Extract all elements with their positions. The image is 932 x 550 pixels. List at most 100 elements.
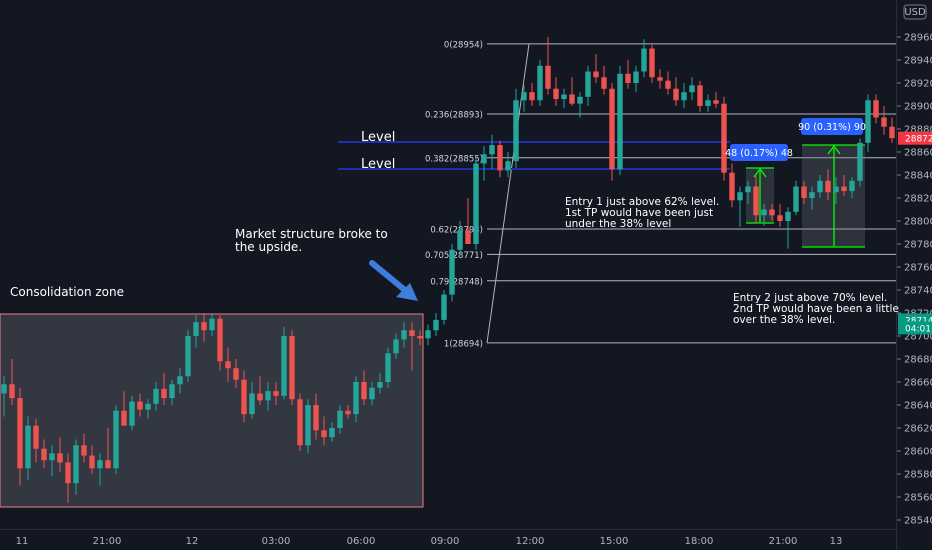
candle-body: [529, 92, 535, 101]
y-tick-label: 28560: [904, 493, 932, 504]
entry1-note-line-1: Entry 1 just above 62% level.: [565, 196, 719, 208]
candle-body: [537, 65, 543, 101]
candle-body: [241, 379, 247, 415]
candle-body: [393, 339, 399, 354]
fib-level-label: 1(28694): [444, 339, 483, 349]
candle-body: [673, 88, 679, 101]
y-tick-label: 28920: [904, 79, 932, 90]
candle-body: [81, 445, 87, 456]
candle-body: [433, 319, 439, 331]
y-tick-label: 28640: [904, 401, 932, 412]
y-tick-label: 28580: [904, 470, 932, 481]
y-tick-label: 28660: [904, 378, 932, 389]
structure-note-line-2: the upside.: [235, 240, 302, 254]
candle-body: [825, 180, 831, 193]
candle-body: [617, 73, 623, 170]
candle-body: [561, 94, 567, 100]
candle-body: [641, 48, 647, 72]
candle-body: [625, 73, 631, 83]
candle-body: [801, 186, 807, 198]
candle-body: [705, 100, 711, 106]
candle-body: [601, 77, 607, 89]
candle-body: [505, 161, 511, 171]
candle-body: [9, 384, 15, 399]
entry1-note-line-3: under the 38% level: [565, 218, 671, 230]
y-tick-label: 28900: [904, 102, 932, 113]
price-badge-label: 28872: [905, 135, 932, 145]
candle-body: [745, 186, 751, 193]
candle-body: [49, 453, 55, 461]
candle-body: [57, 453, 63, 463]
x-tick-label: 18:00: [685, 536, 714, 547]
x-tick-label: 21:00: [93, 536, 122, 547]
level-label-lower: Level: [361, 157, 395, 172]
candle-body: [17, 398, 23, 469]
candle-body: [441, 294, 447, 320]
candle-body: [233, 368, 239, 380]
fib-level-label: 0(28954): [444, 40, 483, 50]
candle-body: [273, 391, 279, 396]
arrow-icon: [369, 260, 418, 301]
candle-body: [313, 405, 319, 431]
candle-body: [457, 230, 463, 250]
time-axis[interactable]: 11 21:00 12 03:00 06:00 09:00 12:00 15:00 18:00 2…: [16, 536, 843, 547]
fib-retracement[interactable]: 0(28954) 0.236(28893) 0.382(28855) 0.62(287…: [425, 40, 896, 349]
currency-badge: USD: [904, 7, 926, 18]
candle-body: [185, 336, 191, 377]
candle-body: [689, 85, 695, 93]
candle-body: [321, 430, 327, 438]
y-tick-label: 28940: [904, 56, 932, 67]
candle-body: [545, 65, 551, 89]
fib-level-label: 0.62(28793): [430, 226, 483, 236]
candle-body: [721, 103, 727, 173]
measure-1-arrowhead: [753, 167, 767, 178]
y-tick-label: 28540: [904, 516, 932, 527]
candle-body: [513, 100, 519, 162]
y-tick-label: 28800: [904, 217, 932, 228]
candle-body: [353, 382, 359, 415]
candle-body: [849, 180, 855, 192]
x-tick-label: 11: [16, 536, 29, 547]
candle-body: [89, 455, 95, 469]
candle-body: [761, 209, 767, 216]
candle-body: [633, 71, 639, 83]
y-tick-label: 28860: [904, 148, 932, 159]
measure-2-arrowhead: [827, 144, 841, 155]
x-tick-label: 12:00: [516, 536, 545, 547]
candle-body: [161, 388, 167, 399]
candle-body: [281, 336, 287, 396]
candle-body: [657, 77, 663, 81]
candle-body: [417, 336, 423, 339]
candle-body: [225, 361, 231, 369]
candle-body: [841, 186, 847, 192]
measure-1-label: 48 (0.17%) 48: [725, 148, 793, 159]
candle-body: [865, 100, 871, 143]
candle-body: [145, 403, 151, 410]
y-tick-label: 28740: [904, 286, 932, 297]
price-badge-label: 04:01: [905, 324, 931, 334]
currency-badge-box[interactable]: [903, 4, 927, 20]
candle-body: [209, 318, 215, 331]
measure-2-label: 90 (0.31%) 90: [798, 122, 866, 133]
candle-body: [649, 48, 655, 78]
candle-body: [33, 425, 39, 449]
candle-body: [265, 391, 271, 401]
candle-body: [569, 94, 575, 104]
x-tick-label: 09:00: [431, 536, 460, 547]
entry2-note-line-1: Entry 2 just above 70% level.: [733, 292, 887, 304]
candle-body: [425, 330, 431, 339]
candle-body: [873, 100, 879, 118]
candle-body: [881, 117, 887, 127]
candle-body: [1, 384, 7, 394]
candle-body: [489, 145, 495, 155]
candle-body: [329, 428, 335, 438]
candle-body: [65, 462, 71, 484]
x-tick-label: 21:00: [769, 536, 798, 547]
consolidation-box[interactable]: [0, 313, 424, 508]
y-tick-label: 28680: [904, 355, 932, 366]
candle-body: [889, 126, 895, 139]
y-tick-label: 28960: [904, 33, 932, 44]
fib-level-label: 0.236(28893): [425, 111, 483, 121]
